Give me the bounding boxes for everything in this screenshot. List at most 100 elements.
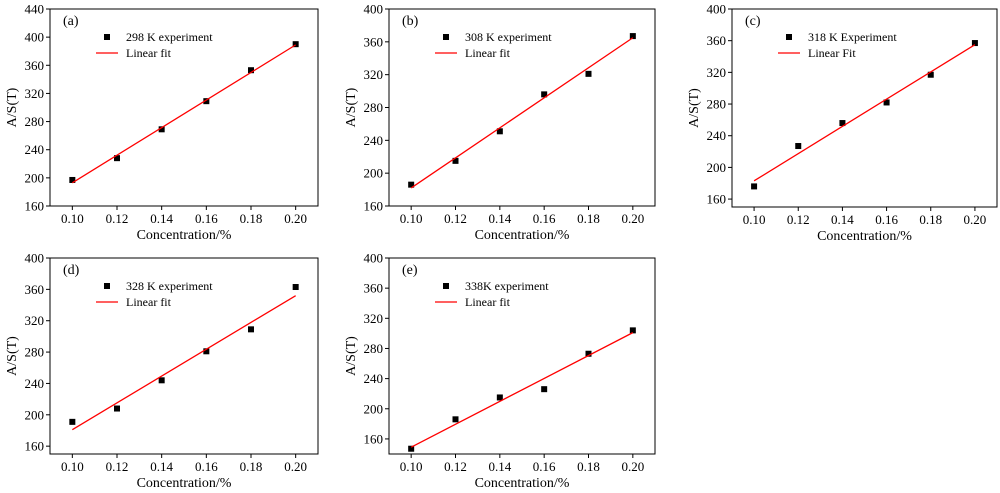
- y-tick-label: 200: [707, 160, 727, 175]
- legend-entry-label: Linear Fit: [808, 46, 856, 60]
- panel-label: (e): [402, 263, 418, 278]
- y-tick-label: 320: [364, 67, 384, 82]
- data-point: [69, 176, 76, 183]
- plot-frame: [49, 257, 319, 455]
- y-tick-label: 320: [364, 311, 384, 326]
- data-point: [541, 91, 548, 98]
- y-tick-label: 200: [364, 401, 384, 416]
- data-point: [69, 418, 76, 425]
- data-point: [158, 377, 165, 384]
- y-tick-label: 320: [25, 313, 45, 328]
- linear-fit-line: [71, 44, 297, 184]
- x-tick-label: 0.10: [61, 211, 84, 226]
- legend-entry-label: Linear fit: [126, 46, 172, 60]
- y-tick-label: 320: [25, 86, 45, 101]
- y-axis-title: A/S(T): [344, 87, 359, 127]
- x-axis-title: Concentration/%: [817, 229, 912, 244]
- panel-label: (d): [63, 263, 80, 278]
- y-tick-label: 160: [25, 199, 45, 214]
- data-point: [248, 326, 254, 333]
- y-axis-title: A/S(T): [5, 336, 20, 376]
- linear-fit-line: [410, 332, 634, 448]
- data-point: [203, 348, 210, 355]
- y-tick-label: 280: [25, 345, 45, 360]
- x-tick-label: 0.16: [875, 212, 898, 227]
- plot-frame: [49, 8, 319, 207]
- y-tick-label: 160: [25, 439, 45, 454]
- data-point: [629, 33, 636, 40]
- y-tick-label: 200: [25, 407, 45, 422]
- x-tick-label: 0.14: [150, 211, 173, 226]
- data-point: [408, 181, 415, 188]
- panel-label: (a): [63, 14, 79, 29]
- x-tick-label: 0.14: [488, 459, 511, 474]
- legend-entry-label: 338K experiment: [465, 279, 549, 293]
- y-tick-label: 240: [364, 133, 384, 148]
- y-tick-label: 320: [707, 65, 727, 80]
- x-axis-title: Concentration/%: [137, 228, 232, 243]
- data-point: [248, 67, 254, 74]
- x-tick-label: 0.18: [240, 459, 263, 474]
- y-tick-label: 160: [707, 192, 727, 207]
- chart-panel: 0.10 0.12 0.14 0.16 0.18 0.20 160 200 240 280 320 3…: [687, 2, 998, 244]
- x-tick-label: 0.10: [61, 459, 84, 474]
- data-point: [795, 143, 802, 150]
- data-point: [839, 120, 846, 127]
- legend-marker-swatch: [104, 34, 110, 40]
- x-tick-label: 0.14: [831, 212, 854, 227]
- x-tick-label: 0.10: [400, 211, 423, 226]
- y-tick-label: 240: [25, 142, 45, 157]
- y-tick-label: 400: [25, 251, 45, 266]
- x-axis-title: Concentration/%: [137, 476, 232, 491]
- y-tick-label: 360: [364, 281, 384, 296]
- x-tick-label: 0.10: [400, 459, 423, 474]
- plot-frame: [388, 257, 656, 455]
- x-tick-label: 0.16: [533, 459, 556, 474]
- panel-label: (c): [745, 14, 761, 29]
- y-tick-label: 200: [364, 166, 384, 181]
- legend-marker-swatch: [443, 34, 449, 40]
- data-point: [585, 70, 592, 77]
- legend-entry-label: 328 K experiment: [126, 279, 213, 293]
- legend-entry-label: Linear fit: [465, 46, 511, 60]
- y-tick-label: 160: [364, 199, 384, 214]
- y-axis-title: A/S(T): [5, 87, 20, 127]
- x-tick-label: 0.14: [150, 459, 173, 474]
- data-point: [496, 394, 503, 401]
- data-point: [971, 40, 978, 47]
- x-tick-label: 0.12: [106, 459, 129, 474]
- x-tick-label: 0.12: [787, 212, 810, 227]
- y-tick-label: 240: [707, 128, 727, 143]
- data-point: [585, 350, 592, 357]
- data-point: [114, 155, 120, 162]
- x-tick-label: 0.18: [577, 459, 600, 474]
- legend: 318 K Experiment Linear Fit: [778, 30, 897, 60]
- y-tick-label: 400: [364, 251, 384, 266]
- y-tick-label: 400: [707, 2, 727, 17]
- y-tick-label: 240: [25, 376, 45, 391]
- data-point: [292, 284, 299, 291]
- y-tick-label: 160: [364, 431, 384, 446]
- x-tick-label: 0.12: [444, 459, 467, 474]
- x-axis-title: Concentration/%: [475, 476, 570, 491]
- chart-panel: 0.10 0.12 0.14 0.16 0.18 0.20 160 200 240 280 320 3…: [344, 251, 656, 491]
- y-tick-label: 280: [364, 100, 384, 115]
- data-point: [203, 98, 210, 105]
- y-tick-label: 240: [364, 371, 384, 386]
- data-point: [408, 445, 415, 452]
- x-tick-label: 0.20: [964, 212, 987, 227]
- data-point: [452, 157, 459, 164]
- panel-label: (b): [402, 14, 419, 29]
- data-point: [883, 99, 890, 106]
- y-tick-label: 280: [707, 97, 727, 112]
- y-tick-label: 400: [25, 30, 45, 45]
- chart-panel: 0.10 0.12 0.14 0.16 0.18 0.20 160 200 240 280 320 3…: [5, 2, 319, 243]
- legend: 338K experiment Linear fit: [435, 279, 549, 309]
- legend-entry-label: 318 K Experiment: [808, 30, 897, 44]
- x-tick-label: 0.18: [577, 211, 600, 226]
- legend: 308 K experiment Linear fit: [435, 30, 552, 60]
- chart-panel: 0.10 0.12 0.14 0.16 0.18 0.20 160 200 240 280 320 3…: [5, 251, 319, 491]
- legend: 298 K experiment Linear fit: [96, 30, 213, 60]
- data-point: [292, 41, 299, 48]
